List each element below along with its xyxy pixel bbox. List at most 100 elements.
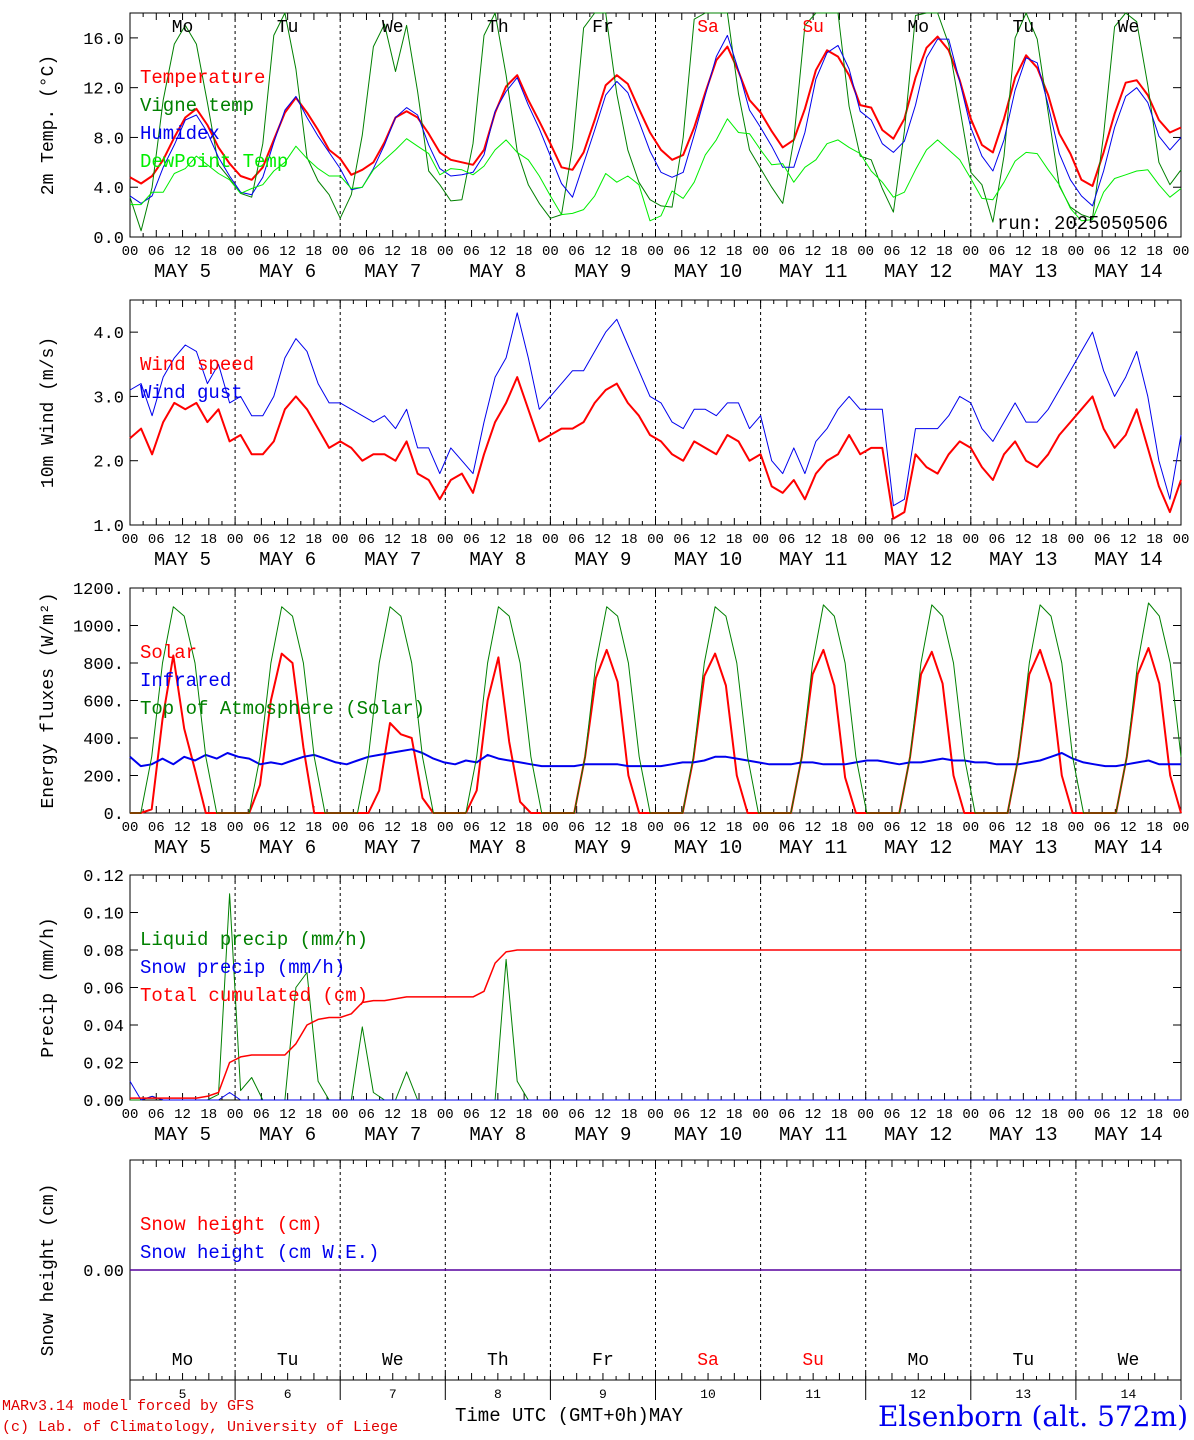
- hour-tick-label: 00: [647, 1107, 664, 1123]
- day-number-label: 9: [599, 1387, 607, 1402]
- hour-tick-label: 00: [857, 532, 874, 548]
- weekday-label: We: [382, 1351, 404, 1371]
- hour-tick-label: 12: [595, 532, 612, 548]
- hour-tick-label: 06: [358, 244, 375, 260]
- hour-tick-label: 00: [227, 820, 244, 836]
- hour-tick-label: 12: [805, 1107, 822, 1123]
- hour-tick-label: 00: [647, 532, 664, 548]
- date-label: MAY 12: [884, 261, 952, 283]
- legend-entry: Temperature: [140, 67, 265, 89]
- hour-tick-label: 00: [437, 820, 454, 836]
- date-label: MAY 11: [779, 261, 847, 283]
- hour-tick-label: 00: [857, 1107, 874, 1123]
- hour-tick-label: 18: [621, 244, 638, 260]
- hour-tick-label: 18: [306, 532, 323, 548]
- weekday-label: Th: [487, 1351, 509, 1371]
- hour-tick-label: 18: [936, 244, 953, 260]
- hour-tick-label: 06: [568, 1107, 585, 1123]
- date-label: MAY 11: [779, 549, 847, 571]
- hour-tick-label: 12: [1120, 820, 1137, 836]
- date-label: MAY 13: [989, 261, 1057, 283]
- y-axis-label: 2m Temp. (°C): [39, 55, 59, 195]
- hour-tick-label: 00: [1173, 244, 1190, 260]
- hour-tick-label: 06: [1094, 1107, 1111, 1123]
- hour-tick-label: 12: [805, 244, 822, 260]
- weekday-label: Su: [802, 1351, 824, 1371]
- weekday-label: We: [1118, 1351, 1140, 1371]
- panel-precip: 0.00 0.02 0.04 0.06 0.08 0.10 0.12 Precip (mm/h…: [39, 868, 1189, 1146]
- weekday-label: Fr: [592, 1351, 614, 1371]
- series-line-wind-speed: [129, 376, 1182, 520]
- hour-tick-label: 18: [306, 244, 323, 260]
- hour-tick-label: 06: [884, 244, 901, 260]
- legend-entry: Top of Atmosphere (Solar): [140, 698, 425, 720]
- hour-tick-label: 12: [384, 820, 401, 836]
- hour-tick-label: 12: [489, 244, 506, 260]
- hour-tick-label: 12: [595, 820, 612, 836]
- date-label: MAY 8: [469, 837, 526, 859]
- series-line-vigne-temp: [129, 12, 1182, 232]
- hour-tick-label: 00: [122, 532, 139, 548]
- hour-tick-label: 18: [1146, 532, 1163, 548]
- station-title: Elsenborn (alt. 572m): [877, 1400, 1188, 1433]
- day-number-label: 7: [389, 1387, 397, 1402]
- date-label: MAY 12: [884, 1124, 952, 1146]
- day-number-label: 10: [700, 1387, 716, 1402]
- x-axis-title: Time UTC (GMT+0h)MAY: [455, 1405, 684, 1427]
- date-label: MAY 9: [574, 549, 631, 571]
- hour-tick-label: 12: [700, 244, 717, 260]
- hour-tick-label: 12: [489, 532, 506, 548]
- date-label: MAY 9: [574, 261, 631, 283]
- date-label: MAY 10: [674, 1124, 742, 1146]
- weekday-label: Mo: [172, 18, 194, 38]
- hour-tick-label: 12: [805, 820, 822, 836]
- hour-tick-label: 18: [936, 820, 953, 836]
- date-label: MAY 5: [154, 261, 211, 283]
- hour-tick-label: 06: [1094, 820, 1111, 836]
- hour-tick-label: 12: [279, 244, 296, 260]
- hour-tick-label: 12: [384, 532, 401, 548]
- hour-tick-label: 12: [1015, 532, 1032, 548]
- y-tick-label: 2.0: [93, 454, 124, 473]
- hour-tick-label: 06: [568, 820, 585, 836]
- hour-tick-label: 18: [621, 820, 638, 836]
- hour-tick-label: 06: [463, 532, 480, 548]
- weekday-label: Sa: [697, 18, 719, 38]
- date-label: MAY 13: [989, 837, 1057, 859]
- date-label: MAY 7: [364, 837, 421, 859]
- series-line-dewpoint-temp: [130, 118, 1182, 222]
- hour-tick-label: 00: [332, 820, 349, 836]
- hour-tick-label: 06: [148, 532, 165, 548]
- legend-entry: DewPoint Temp: [140, 151, 288, 173]
- legend-entry: Infrared: [140, 670, 231, 692]
- hour-tick-label: 18: [726, 244, 743, 260]
- date-label: MAY 8: [469, 549, 526, 571]
- y-axis-label: 10m Wind (m/s): [39, 337, 59, 488]
- hour-tick-label: 00: [647, 244, 664, 260]
- legend-entry: Wind speed: [140, 354, 254, 376]
- weekday-label: Fr: [592, 18, 614, 38]
- hour-tick-label: 18: [1041, 244, 1058, 260]
- legend-entry: Solar: [140, 642, 197, 664]
- hour-tick-label: 00: [122, 244, 139, 260]
- hour-tick-label: 18: [831, 244, 848, 260]
- hour-tick-label: 00: [1173, 820, 1190, 836]
- hour-tick-label: 18: [516, 1107, 533, 1123]
- y-tick-label: 0.: [104, 806, 124, 825]
- hour-tick-label: 06: [358, 1107, 375, 1123]
- hour-tick-label: 06: [358, 820, 375, 836]
- date-label: MAY 10: [674, 261, 742, 283]
- hour-tick-label: 00: [752, 820, 769, 836]
- date-label: MAY 8: [469, 1124, 526, 1146]
- hour-tick-label: 18: [200, 244, 217, 260]
- y-tick-label: 4.0: [93, 180, 124, 199]
- date-label: MAY 5: [154, 549, 211, 571]
- date-label: MAY 13: [989, 1124, 1057, 1146]
- weekday-label: Mo: [907, 18, 929, 38]
- date-label: MAY 7: [364, 261, 421, 283]
- hour-tick-label: 18: [1041, 532, 1058, 548]
- hour-tick-label: 00: [1067, 820, 1084, 836]
- hour-tick-label: 06: [673, 532, 690, 548]
- y-tick-label: 0.00: [83, 1263, 124, 1282]
